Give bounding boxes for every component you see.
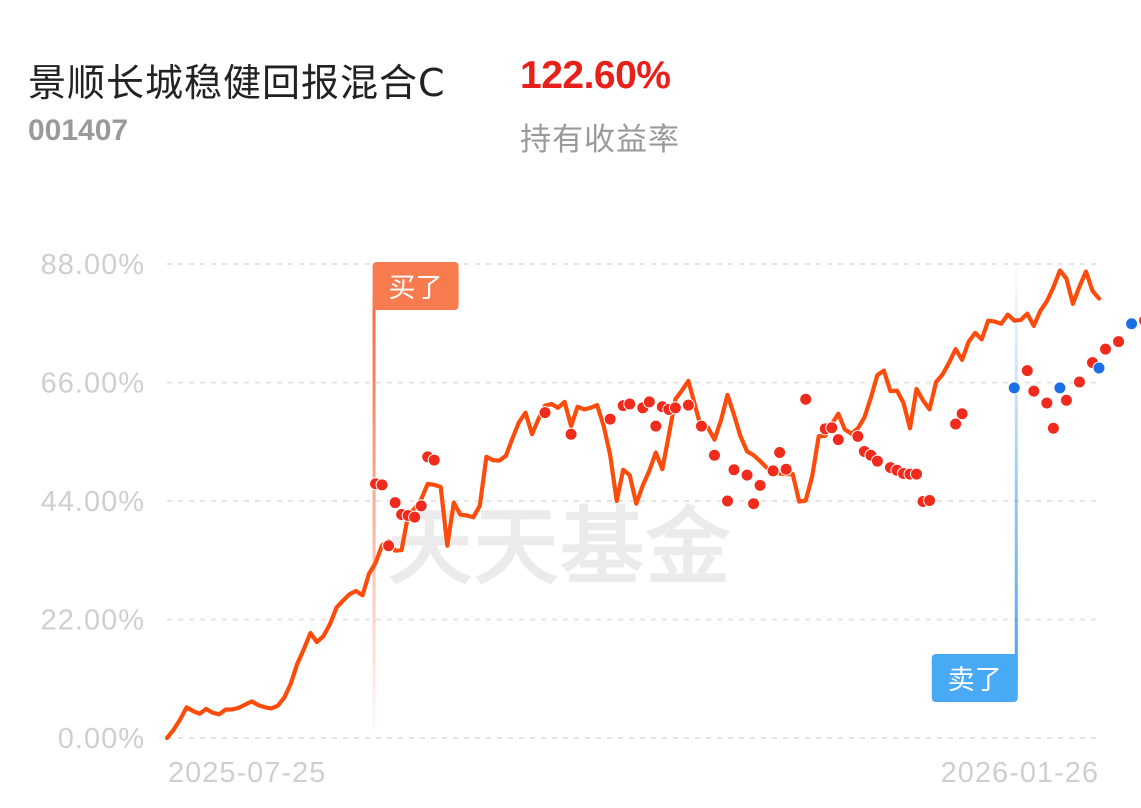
y-tick-label: 66.00% (41, 368, 145, 400)
grid-lines (167, 263, 1099, 739)
fund-name: 景顺长城稳健回报混合C (28, 61, 446, 105)
buy-point (727, 463, 741, 477)
buy-point (1138, 315, 1141, 326)
buy-point (799, 392, 813, 406)
buy-point (923, 493, 937, 507)
buy-point (1059, 393, 1073, 407)
buy-point (427, 453, 441, 467)
buy-point (747, 497, 761, 511)
y-tick-label: 0.00% (58, 723, 145, 755)
buy-point (779, 462, 793, 476)
sell-point (1053, 381, 1067, 395)
buy-tag-label: 买了 (389, 273, 443, 304)
watermark: 天天基金 (388, 498, 732, 596)
fund-code: 001407 (28, 114, 129, 147)
buy-point (388, 496, 402, 510)
buy-marker-line (372, 300, 376, 732)
buy-point (1027, 384, 1041, 398)
buy-point (851, 429, 865, 443)
x-axis-labels: 2025-07-25 2026-01-26 (168, 757, 1099, 789)
buy-point (642, 395, 656, 409)
buy-point (1112, 335, 1126, 349)
buy-point (1072, 375, 1086, 389)
buy-point (955, 407, 969, 421)
x-tick-label: 2025-07-25 (168, 757, 326, 789)
buy-point (1020, 364, 1034, 378)
y-axis-labels: 0.00% 22.00% 44.00% 66.00% 88.00% (41, 249, 145, 755)
sell-point (1007, 381, 1021, 395)
buy-point (408, 510, 422, 524)
buy-point (1099, 342, 1113, 356)
buy-point (910, 467, 924, 481)
holding-return-value: 122.60% (520, 54, 671, 97)
buy-point (825, 421, 839, 435)
buy-point (740, 468, 754, 482)
buy-point (668, 401, 682, 415)
buy-point (623, 397, 637, 411)
y-tick-label: 22.00% (41, 605, 145, 637)
buy-point (382, 539, 396, 553)
holding-return-label: 持有收益率 (520, 122, 680, 158)
y-tick-label: 88.00% (41, 249, 145, 281)
buy-point (694, 419, 708, 433)
buy-point (721, 494, 735, 508)
buy-point (773, 446, 787, 460)
sell-tag (931, 654, 1018, 702)
buy-point (753, 478, 767, 492)
sell-point (1125, 317, 1139, 331)
trade-dots (369, 315, 1141, 553)
y-tick-label: 44.00% (41, 486, 145, 518)
buy-point (681, 398, 695, 412)
buy-point (414, 499, 428, 513)
buy-point (649, 419, 663, 433)
buy-point (1040, 396, 1054, 410)
buy-point (831, 433, 845, 447)
sell-tag-label: 卖了 (948, 665, 1002, 696)
fund-header: 景顺长城稳健回报混合C 001407 122.60% 持有收益率 (0, 0, 1141, 170)
series-line-group (164, 268, 1102, 741)
buy-point (1046, 421, 1060, 435)
buy-point (375, 478, 389, 492)
buy-point (564, 427, 578, 441)
buy-point (603, 412, 617, 426)
sell-point (1092, 361, 1106, 375)
buy-point (538, 406, 552, 420)
buy-point (949, 417, 963, 431)
buy-point (766, 464, 780, 478)
buy-point (707, 448, 721, 462)
series-line (164, 268, 1102, 741)
x-tick-label: 2026-01-26 (941, 757, 1099, 789)
buy-tag (372, 262, 459, 310)
sell-marker-line (1014, 270, 1018, 680)
buy-point (870, 454, 884, 468)
